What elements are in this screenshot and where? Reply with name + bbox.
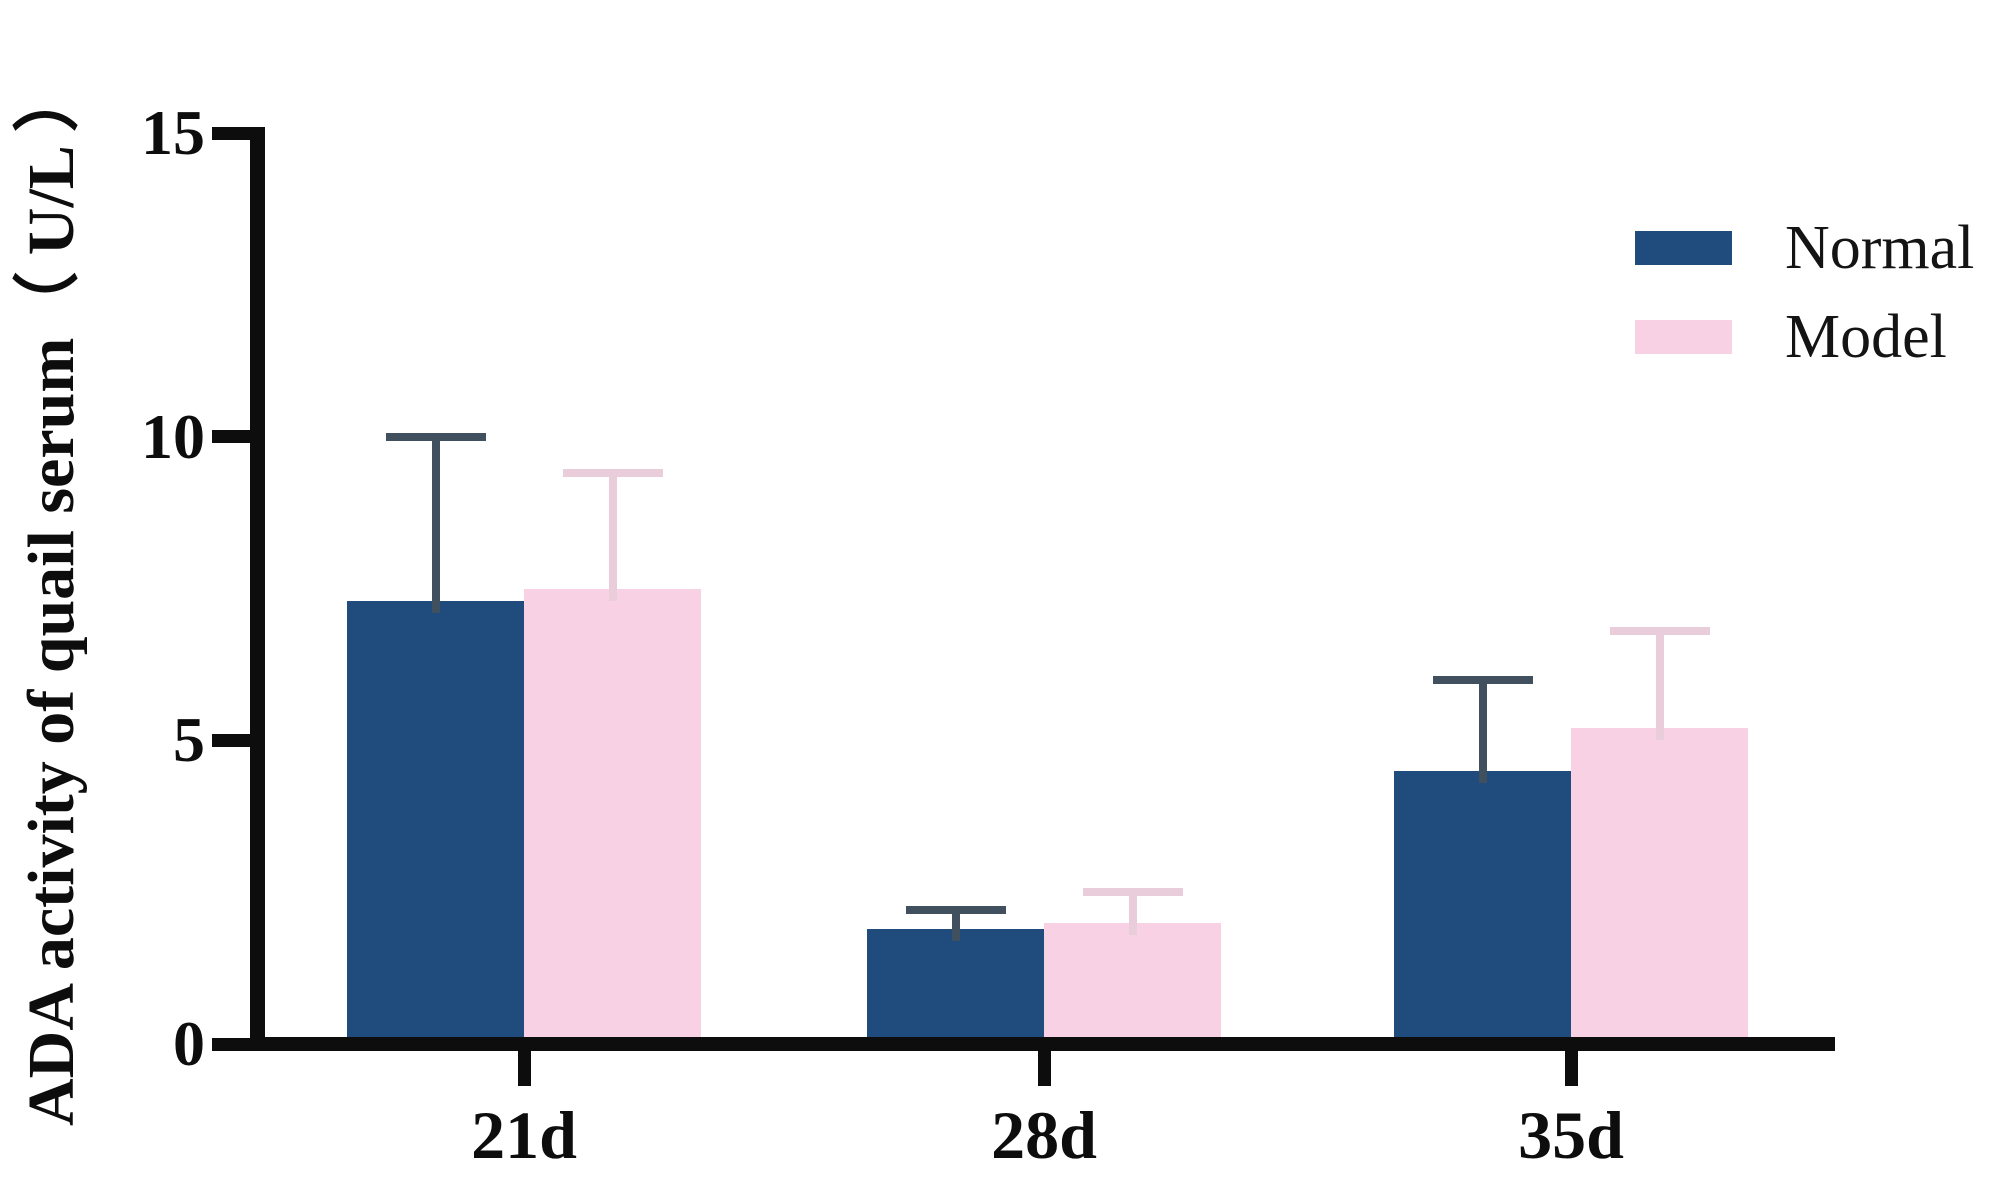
bar-normal-28d: [867, 928, 1044, 1047]
legend-item-normal: Normal: [1635, 214, 1975, 282]
errorbar-stem-model-28d: [1128, 892, 1137, 935]
bar-normal-21d: [347, 600, 524, 1047]
errorbar-stem-normal-28d: [951, 910, 960, 941]
legend: Normal Model: [1635, 214, 1975, 371]
errorbar-stem-model-35d: [1655, 631, 1664, 741]
errorbar-cap-model-28d: [1082, 888, 1183, 897]
y-tick-5: [212, 733, 250, 747]
x-axis-line: [250, 1037, 1835, 1051]
x-tick-21d: [517, 1051, 531, 1086]
legend-label-model: Model: [1785, 303, 1947, 371]
y-tick-label-15: 15: [141, 97, 205, 169]
x-tick-28d: [1037, 1051, 1051, 1086]
errorbar-cap-normal-28d: [905, 906, 1006, 915]
errorbar-cap-normal-21d: [385, 432, 486, 441]
y-tick-label-10: 10: [141, 400, 205, 472]
y-tick-0: [212, 1037, 250, 1051]
errorbar-stem-normal-35d: [1478, 679, 1487, 783]
errorbar-cap-model-35d: [1609, 627, 1710, 636]
bar-normal-35d: [1394, 770, 1571, 1047]
legend-label-normal: Normal: [1785, 214, 1975, 282]
legend-swatch-normal: [1635, 231, 1732, 265]
y-tick-label-0: 0: [173, 1008, 205, 1079]
x-tick-35d: [1564, 1051, 1578, 1086]
bar-model-21d: [524, 588, 701, 1047]
x-tick-label-28d: 28d: [991, 1097, 1097, 1173]
errorbar-stem-normal-21d: [431, 436, 440, 613]
errorbar-cap-model-21d: [562, 469, 663, 478]
y-tick-10: [212, 430, 250, 444]
bar-model-28d: [1044, 922, 1221, 1047]
legend-swatch-model: [1635, 320, 1732, 354]
y-tick-15: [212, 126, 250, 140]
y-tick-label-5: 5: [173, 704, 205, 776]
bar-model-35d: [1571, 728, 1748, 1047]
errorbar-cap-normal-35d: [1432, 675, 1533, 684]
legend-item-model: Model: [1635, 303, 1974, 371]
x-tick-label-21d: 21d: [471, 1097, 577, 1173]
y-axis-line: [250, 127, 265, 1051]
errorbar-stem-model-21d: [608, 473, 617, 601]
x-tick-label-35d: 35d: [1518, 1097, 1624, 1173]
